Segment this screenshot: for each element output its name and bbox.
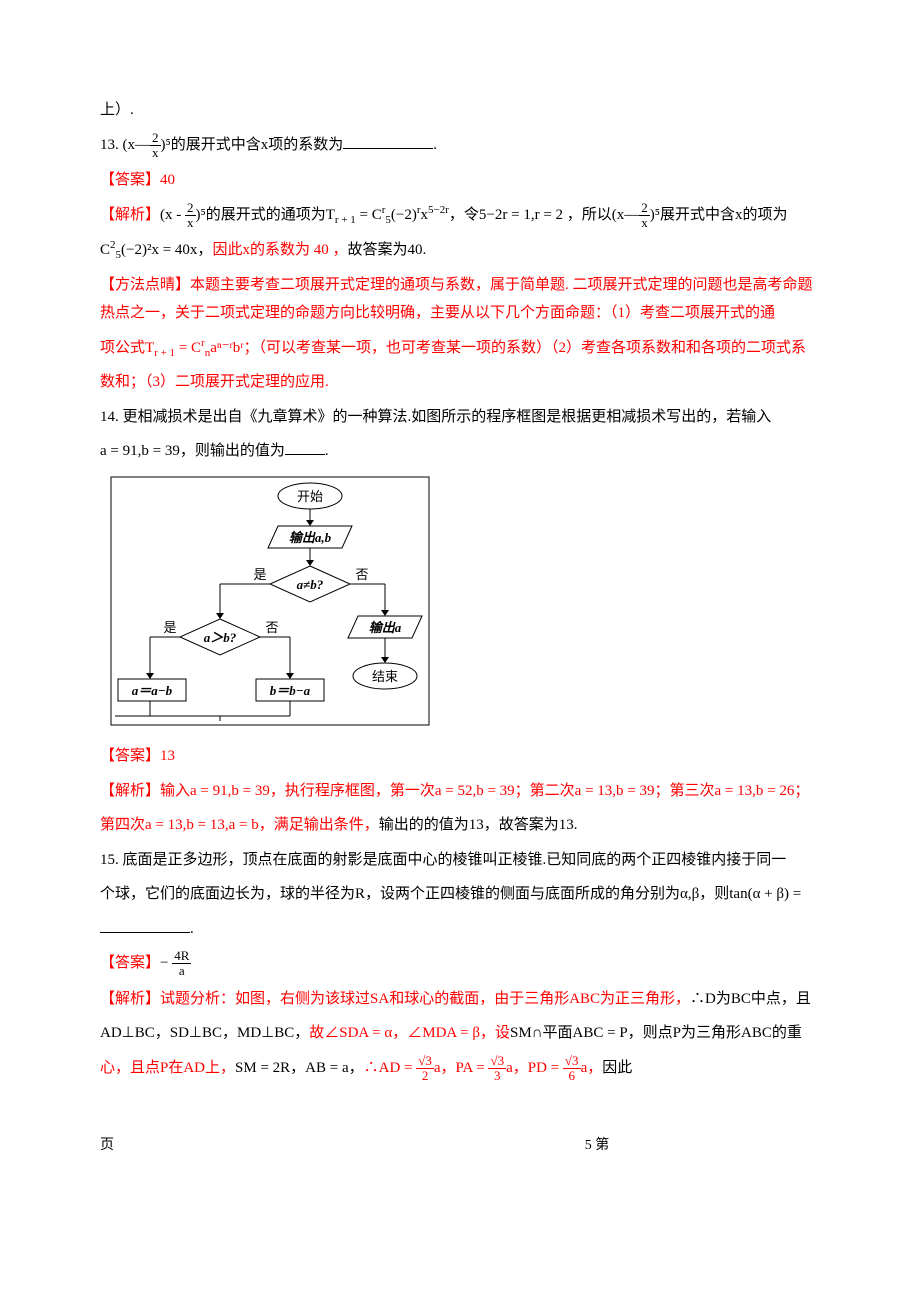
red-text: 第四次a = 13,b = 13,a = b，满足输出条件， bbox=[100, 817, 379, 833]
explain-label: 【解析】 bbox=[100, 783, 160, 799]
red-text: 心，且点P在AD上， bbox=[100, 1060, 235, 1076]
frac: 2x bbox=[185, 201, 196, 231]
explanation-13-line1: 【解析】(x - 2x)⁵的展开式的通项为Tr + 1 = Cr5(−2)rx5… bbox=[100, 201, 820, 231]
frac: 2x bbox=[639, 201, 650, 231]
text: ∴D为BC中点，且 bbox=[690, 991, 811, 1007]
question-15-line2: 个球，它们的底面边长为，球的半径为R，设两个正四棱锥的侧面与底面所成的角分别为α… bbox=[100, 880, 820, 909]
explain-label: 【解析】 bbox=[100, 207, 160, 223]
no2-label: 否 bbox=[265, 620, 278, 635]
assign2-node: b＝b−a bbox=[270, 683, 311, 698]
q13-after: )⁵的展开式中含x项的系数为 bbox=[161, 137, 344, 153]
question-14-line1: 14. 更相减损术是出自《九章算术》的一种算法.如图所示的程序框图是根据更相减损… bbox=[100, 403, 820, 432]
explain-label: 【解析】 bbox=[100, 991, 160, 1007]
frac: √36 bbox=[563, 1054, 581, 1084]
red-text: a，PD = bbox=[506, 1060, 563, 1076]
blank-14 bbox=[285, 439, 325, 455]
period: . bbox=[433, 137, 437, 153]
question-15-line1: 15. 底面是正多边形，顶点在底面的射影是底面中心的棱锥叫正棱锥.已知同底的两个… bbox=[100, 846, 820, 875]
start-node: 开始 bbox=[297, 489, 323, 504]
red-text: a，PA = bbox=[434, 1060, 489, 1076]
flowchart-diagram: 开始 输出a,b a≠b? 是 否 a＞b? 是 否 输出a 结束 a＝a−b … bbox=[110, 476, 820, 737]
question-13: 13. (x—2x)⁵的展开式中含x项的系数为. bbox=[100, 131, 820, 161]
period: . bbox=[325, 443, 329, 459]
footer-center: 5 第 bbox=[114, 1133, 820, 1160]
answer-label: 【答案】 bbox=[100, 172, 160, 188]
explanation-14-line1: 【解析】输入a = 91,b = 39，执行程序框图，第一次a = 52,b =… bbox=[100, 777, 820, 806]
frac: √33 bbox=[488, 1054, 506, 1084]
explanation-13-line2: C25(−2)²x = 40x，因此x的系数为 40 ，故答案为40. bbox=[100, 236, 820, 265]
assign1-node: a＝a−b bbox=[132, 683, 173, 698]
answer-value: 40 bbox=[160, 172, 175, 188]
text: 输入a = 91,b = 39，执行程序框图，第一次a = 52,b = 39；… bbox=[160, 783, 809, 799]
q13-prefix: 13. (x— bbox=[100, 137, 150, 153]
answer-13: 【答案】40 bbox=[100, 166, 820, 195]
red-text: 因此x的系数为 40 ， bbox=[212, 242, 347, 258]
agtb-node: a＞b? bbox=[204, 630, 237, 645]
blank-15 bbox=[100, 917, 190, 933]
text: 项公式T bbox=[100, 340, 154, 356]
page-footer: 页 5 第 bbox=[100, 1133, 820, 1160]
explanation-14-line2: 第四次a = 13,b = 13,a = b，满足输出条件，输出的的值为13，故… bbox=[100, 811, 820, 840]
text: 因此 bbox=[602, 1060, 632, 1076]
method-13-p3: 数和；（3）二项展开式定理的应用. bbox=[100, 368, 820, 397]
text: AD⊥BC，SD⊥BC，MD⊥BC， bbox=[100, 1025, 309, 1041]
text: ，令5−2r = 1,r = 2 ，所以(x— bbox=[449, 207, 639, 223]
text: (x - bbox=[160, 207, 185, 223]
text: a = 91,b = 39，则输出的值为 bbox=[100, 443, 285, 459]
footer-left: 页 bbox=[100, 1133, 114, 1160]
text: C bbox=[100, 242, 110, 258]
answer-label: 【答案】 bbox=[100, 748, 160, 764]
red-text: 故∠SDA = α，∠MDA = β，设 bbox=[309, 1025, 510, 1041]
answer-label: 【答案】 bbox=[100, 955, 160, 971]
text: )⁵的展开式的通项为T bbox=[196, 207, 335, 223]
answer-frac: 4Ra bbox=[172, 949, 191, 979]
red-text: 试题分析：如图，右侧为该球过SA和球心的截面，由于三角形ABC为正三角形， bbox=[160, 991, 690, 1007]
question-15-line3: . bbox=[100, 915, 820, 944]
yes1-label: 是 bbox=[253, 567, 266, 582]
text: )⁵展开式中含x的项为 bbox=[650, 207, 788, 223]
end-node: 结束 bbox=[372, 669, 398, 684]
red-text: ∴AD = bbox=[364, 1060, 417, 1076]
frac-2-x: 2x bbox=[150, 131, 161, 161]
explanation-15-line2: AD⊥BC，SD⊥BC，MD⊥BC，故∠SDA = α，∠MDA = β，设SM… bbox=[100, 1019, 820, 1048]
sup: 5−2r bbox=[428, 204, 449, 216]
text: 输出的的值为13，故答案为13. bbox=[379, 817, 578, 833]
text: = C bbox=[356, 207, 382, 223]
aneb-node: a≠b? bbox=[297, 577, 324, 592]
sub: 5 bbox=[385, 214, 391, 226]
answer-15: 【答案】− 4Ra bbox=[100, 949, 820, 979]
text: SM∩平面ABC = P，则点P为三角形ABC的重 bbox=[510, 1025, 802, 1041]
frac: √32 bbox=[416, 1054, 434, 1084]
continuation-line: 上）. bbox=[100, 96, 820, 125]
explanation-15-line1: 【解析】试题分析：如图，右侧为该球过SA和球心的截面，由于三角形ABC为正三角形… bbox=[100, 985, 820, 1014]
answer-14: 【答案】13 bbox=[100, 742, 820, 771]
no1-label: 否 bbox=[355, 567, 368, 582]
red-text: a， bbox=[581, 1060, 603, 1076]
period: . bbox=[190, 921, 194, 937]
sub: r + 1 bbox=[154, 347, 175, 359]
text: (−2)²x = 40x， bbox=[121, 242, 212, 258]
answer-value: 13 bbox=[160, 748, 175, 764]
text: aⁿ⁻ʳbʳ；（可以考查某一项，也可考查某一项的系数）（2）考查各项系数和和各项… bbox=[210, 340, 806, 356]
neg: − bbox=[160, 955, 172, 971]
method-13-p2: 项公式Tr + 1 = Crnaⁿ⁻ʳbʳ；（可以考查某一项，也可考查某一项的系… bbox=[100, 334, 820, 363]
text: SM = 2R，AB = a， bbox=[235, 1060, 364, 1076]
text: = C bbox=[175, 340, 201, 356]
method-13-p1: 【方法点晴】本题主要考查二项展开式定理的通项与系数，属于简单题. 二项展开式定理… bbox=[100, 271, 820, 328]
sub: r + 1 bbox=[335, 214, 356, 226]
output-a-node: 输出a bbox=[369, 620, 402, 635]
output-ab-node: 输出a,b bbox=[289, 530, 332, 545]
yes2-label: 是 bbox=[163, 620, 176, 635]
explanation-15-line3: 心，且点P在AD上，SM = 2R，AB = a，∴AD = √32a，PA =… bbox=[100, 1054, 820, 1084]
question-14-line2: a = 91,b = 39，则输出的值为. bbox=[100, 437, 820, 466]
blank-13 bbox=[343, 133, 433, 149]
text: 故答案为40. bbox=[347, 242, 426, 258]
